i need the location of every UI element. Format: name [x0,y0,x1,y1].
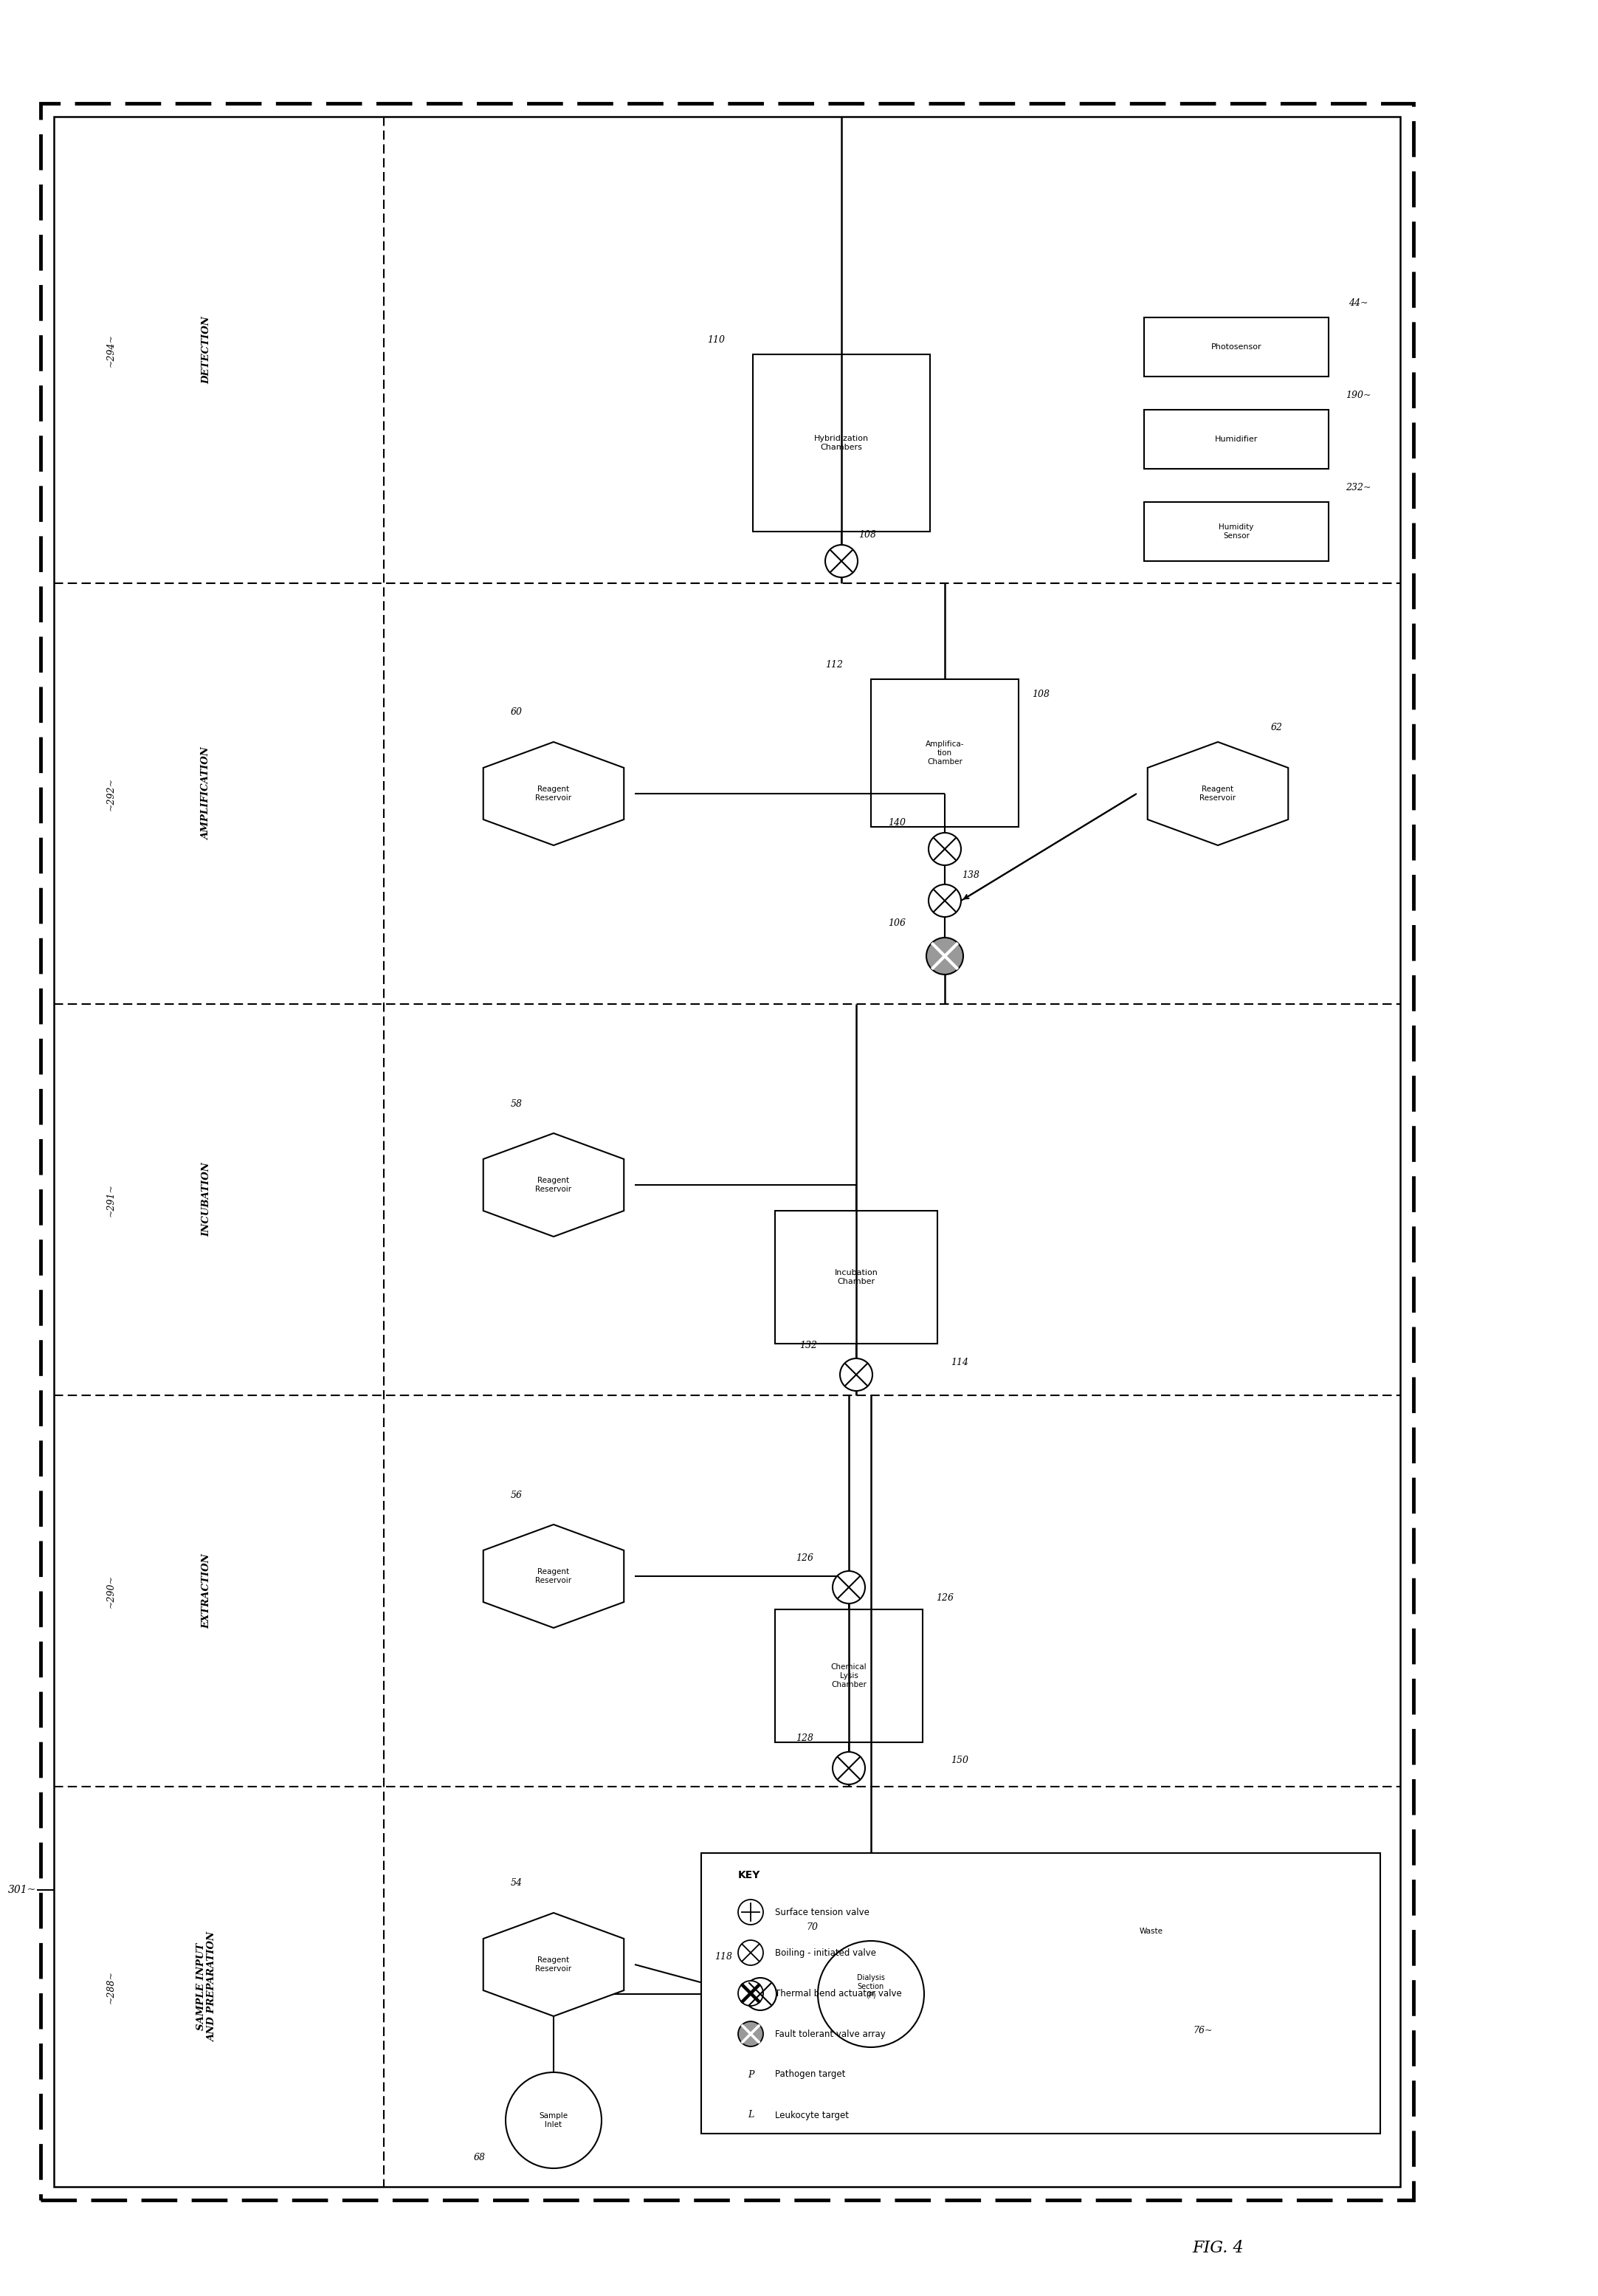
Text: 114: 114 [951,1357,968,1366]
Bar [40,103,1414,2200]
Text: P: P [748,2069,754,2080]
Text: Reagent
Reservoir: Reagent Reservoir [1200,785,1235,801]
Text: Dialysis
Section
(P): Dialysis Section (P) [857,1975,885,2000]
Text: 106: 106 [888,918,906,928]
Text: Reagent
Reservoir: Reagent Reservoir [535,785,572,801]
Text: L: L [748,2110,754,2119]
Bar [775,1609,922,1743]
Circle shape [833,1570,865,1603]
Polygon shape [1147,742,1288,845]
Text: 190~: 190~ [1346,390,1371,400]
Text: 70: 70 [805,1922,818,1933]
Bar [753,354,930,533]
Text: Surface tension valve: Surface tension valve [775,1908,869,1917]
Text: 76~: 76~ [1194,2025,1213,2037]
Text: Incubation
Chamber: Incubation Chamber [834,1270,877,1286]
Bar [1144,317,1328,377]
Text: Reagent
Reservoir: Reagent Reservoir [535,1956,572,1972]
Circle shape [745,1977,777,2011]
Bar [775,1210,938,1343]
Text: INCUBATION: INCUBATION [201,1162,211,1238]
Text: EXTRACTION: EXTRACTION [201,1554,211,1628]
Text: Fault tolerant valve array: Fault tolerant valve array [775,2030,885,2039]
Circle shape [841,1359,873,1391]
Circle shape [738,2020,764,2046]
Text: Amplifica-
tion
Chamber: Amplifica- tion Chamber [925,742,964,765]
Text: Photosensor: Photosensor [1211,344,1262,351]
Text: ~291~: ~291~ [105,1182,115,1217]
Text: Humidifier: Humidifier [1214,436,1258,443]
Text: Sample
Inlet: Sample Inlet [539,2112,567,2128]
Text: 150: 150 [951,1756,968,1766]
Text: Pathogen target: Pathogen target [775,2069,845,2080]
Text: Reagent
Reservoir: Reagent Reservoir [535,1568,572,1584]
Circle shape [928,884,960,916]
Bar [702,1853,1381,2133]
Bar [871,680,1018,827]
Text: ~290~: ~290~ [105,1575,115,1607]
Text: FIG. 4: FIG. 4 [1192,2241,1243,2257]
Text: 128: 128 [796,1733,813,1743]
Polygon shape [483,1525,623,1628]
Text: 58: 58 [511,1100,523,1109]
Text: 60: 60 [511,707,523,716]
Polygon shape [1104,1965,1184,2023]
Text: 44~: 44~ [1349,298,1368,308]
Text: 62: 62 [1270,723,1283,732]
Circle shape [505,2073,601,2167]
Text: Leukocyte target: Leukocyte target [775,2110,849,2119]
Text: 68: 68 [475,2151,486,2163]
Text: Reagent
Reservoir: Reagent Reservoir [535,1178,572,1194]
Circle shape [738,1899,764,1924]
Polygon shape [483,742,623,845]
Text: 140: 140 [888,817,906,829]
Text: KEY: KEY [738,1869,761,1880]
Circle shape [825,544,858,576]
Circle shape [928,833,960,866]
Text: 126: 126 [796,1552,813,1564]
Circle shape [738,1981,764,2007]
Text: 108: 108 [858,530,876,540]
Text: ~292~: ~292~ [105,776,115,810]
Text: Humidity
Sensor: Humidity Sensor [1219,523,1254,540]
Bar [54,117,1400,2186]
Text: Hybridization
Chambers: Hybridization Chambers [813,434,869,450]
Text: ~288~: ~288~ [105,1970,115,2004]
Bar [1144,409,1328,468]
Text: 54: 54 [511,1878,523,1887]
Polygon shape [483,1134,623,1238]
Text: 118: 118 [714,1952,732,1963]
Text: 232~: 232~ [1346,482,1371,491]
Circle shape [818,1940,924,2048]
Text: 126: 126 [936,1593,954,1603]
Text: AMPLIFICATION: AMPLIFICATION [201,746,211,840]
Text: 138: 138 [962,870,980,879]
Text: Thermal bend actuator valve: Thermal bend actuator valve [775,1988,901,1998]
Text: Waste: Waste [1139,1929,1163,1936]
Circle shape [833,1752,865,1784]
Text: 56: 56 [511,1490,523,1499]
Text: 108: 108 [1032,689,1050,698]
Text: 301~: 301~ [8,1885,37,1894]
Text: DETECTION: DETECTION [201,317,211,383]
Text: Boiling - initiated valve: Boiling - initiated valve [775,1947,876,1958]
Polygon shape [483,1913,623,2016]
Circle shape [738,1940,764,1965]
Text: Chemical
Lysis
Chamber: Chemical Lysis Chamber [831,1665,866,1688]
Text: ~294~: ~294~ [105,333,115,367]
Text: 110: 110 [706,335,725,344]
Text: 112: 112 [825,659,842,668]
Bar [1144,503,1328,560]
Text: SAMPLE INPUT
AND PREPARATION: SAMPLE INPUT AND PREPARATION [197,1931,217,2041]
Text: 132: 132 [799,1341,817,1350]
Circle shape [927,937,964,974]
